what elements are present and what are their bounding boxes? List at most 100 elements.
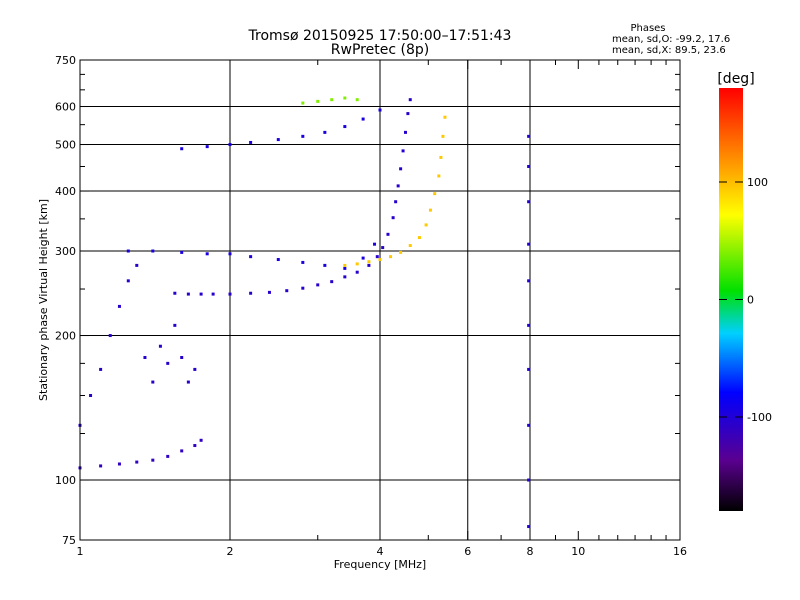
data-point	[186, 380, 190, 384]
data-point	[367, 260, 371, 264]
data-point	[367, 263, 371, 267]
data-point	[373, 242, 377, 246]
chart-title: Tromsø 20150925 17:50:00–17:51:43	[248, 28, 512, 44]
data-point	[151, 249, 155, 253]
data-point	[228, 252, 232, 256]
data-point	[180, 250, 184, 254]
data-point	[403, 130, 407, 134]
x-tick-label: 8	[527, 545, 534, 558]
data-points	[78, 96, 531, 529]
data-point	[301, 286, 305, 290]
stats-line-x: mean, sd,X: 89.5, 23.6	[612, 45, 726, 56]
data-point	[135, 263, 139, 267]
data-point	[396, 184, 400, 188]
data-point	[389, 255, 393, 259]
y-axis-label: Stationary phase Virtual Height [km]	[37, 199, 50, 401]
data-point	[386, 232, 390, 236]
data-point	[428, 208, 432, 212]
data-point	[316, 99, 320, 103]
data-point	[527, 323, 531, 327]
data-point	[173, 323, 177, 327]
data-point	[143, 355, 147, 359]
axis-ticks: 1 2 4 6 8 10 16 75 100 200 300 400 500 600 750	[55, 54, 687, 558]
data-point	[199, 292, 203, 296]
data-point	[186, 292, 190, 296]
data-point	[151, 380, 155, 384]
data-point	[439, 155, 443, 159]
data-point	[89, 394, 93, 398]
data-point	[417, 236, 421, 240]
data-point	[408, 98, 412, 102]
data-point	[381, 246, 385, 250]
y-tick-label: 500	[55, 139, 76, 152]
y-tick-label: 750	[55, 54, 76, 67]
data-point	[361, 117, 365, 121]
data-point	[285, 289, 289, 293]
y-tick-label: 200	[55, 330, 76, 343]
data-point	[205, 145, 209, 149]
data-point	[355, 98, 359, 102]
colorbar-label: [deg]	[717, 71, 754, 87]
colorbar-tick-label: -100	[747, 411, 772, 424]
y-tick-label: 75	[62, 534, 76, 547]
data-point	[343, 125, 347, 129]
x-tick-label: 6	[464, 545, 471, 558]
data-point	[193, 367, 197, 371]
data-point	[126, 249, 130, 253]
x-tick-label: 10	[571, 545, 585, 558]
data-point	[408, 244, 412, 248]
data-point	[355, 262, 359, 266]
data-point	[166, 361, 170, 365]
data-point	[166, 454, 170, 458]
data-point	[267, 290, 271, 294]
data-point	[406, 112, 410, 116]
data-point	[158, 344, 162, 348]
data-point	[316, 283, 320, 287]
data-point	[441, 134, 445, 138]
data-point	[211, 292, 215, 296]
chart-subtitle: RwPretec (8p)	[331, 42, 429, 58]
x-axis-label: Frequency [MHz]	[334, 558, 426, 571]
stats-line-o: mean, sd,O: -99.2, 17.6	[612, 34, 730, 45]
data-point	[301, 260, 305, 264]
y-tick-label: 600	[55, 101, 76, 114]
x-tick-label: 4	[377, 545, 384, 558]
data-point	[330, 280, 334, 284]
colorbar-ticks: 100 0 -100	[719, 176, 772, 424]
data-point	[394, 200, 398, 204]
data-point	[527, 134, 531, 138]
y-tick-label: 100	[55, 474, 76, 487]
data-point	[151, 458, 155, 462]
data-point	[433, 192, 437, 196]
data-point	[391, 216, 395, 220]
data-point	[126, 279, 130, 283]
data-point	[361, 256, 365, 260]
data-point	[249, 140, 253, 144]
data-point	[228, 292, 232, 296]
data-point	[323, 130, 327, 134]
data-point	[378, 108, 382, 112]
data-point	[527, 525, 531, 529]
y-tick-label: 300	[55, 245, 76, 258]
data-point	[180, 355, 184, 359]
data-point	[249, 255, 253, 259]
data-point	[378, 258, 382, 262]
data-point	[301, 134, 305, 138]
x-tick-label: 1	[77, 545, 84, 558]
data-point	[527, 478, 531, 482]
data-point	[399, 167, 403, 171]
data-point	[323, 263, 327, 267]
data-point	[228, 143, 232, 147]
data-point	[401, 149, 405, 153]
data-point	[199, 438, 203, 442]
x-tick-label: 16	[673, 545, 687, 558]
data-point	[330, 98, 334, 102]
data-point	[437, 174, 441, 178]
data-point	[301, 101, 305, 105]
data-point	[343, 96, 347, 100]
data-point	[276, 258, 280, 262]
data-point	[99, 464, 103, 468]
data-point	[193, 444, 197, 448]
data-point	[527, 200, 531, 204]
